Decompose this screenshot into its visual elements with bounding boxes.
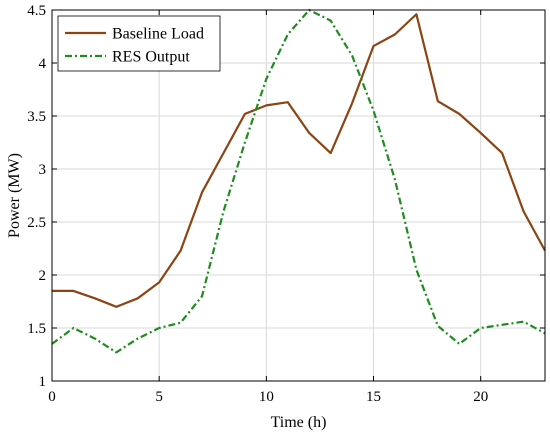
x-tick-label: 15 bbox=[366, 389, 381, 405]
y-tick-label: 3.5 bbox=[27, 109, 46, 125]
series-layer bbox=[51, 8, 546, 354]
series-line-baseline-load bbox=[52, 13, 546, 308]
x-tick-label: 0 bbox=[48, 389, 56, 405]
plot-background bbox=[52, 10, 545, 381]
x-tick-label: 10 bbox=[259, 389, 274, 405]
y-tick-label: 2 bbox=[39, 268, 47, 284]
x-axis-label: Time (h) bbox=[271, 414, 327, 431]
y-tick-label: 1.5 bbox=[27, 321, 46, 337]
series-line-res-output bbox=[51, 8, 546, 354]
y-tick-label: 4.5 bbox=[27, 3, 46, 19]
axis-ticks: 0 5 10 15 20 1 1.5 2 2.5 3 3.5 4 4.5 bbox=[27, 3, 545, 405]
legend-label-baseline-load: Baseline Load bbox=[112, 26, 204, 43]
y-axis-label: Power (MW) bbox=[6, 153, 23, 238]
y-tick-label: 3 bbox=[39, 162, 47, 178]
y-tick-label: 1 bbox=[39, 374, 47, 390]
x-tick-label: 20 bbox=[473, 389, 488, 405]
legend-box bbox=[57, 15, 221, 72]
plot-frame bbox=[51, 9, 546, 382]
y-tick-label: 2.5 bbox=[27, 215, 46, 231]
legend: Baseline Load RES Output bbox=[57, 15, 221, 72]
y-tick-label: 4 bbox=[39, 56, 47, 72]
legend-label-res-output: RES Output bbox=[112, 49, 190, 66]
x-tick-label: 5 bbox=[155, 389, 163, 405]
